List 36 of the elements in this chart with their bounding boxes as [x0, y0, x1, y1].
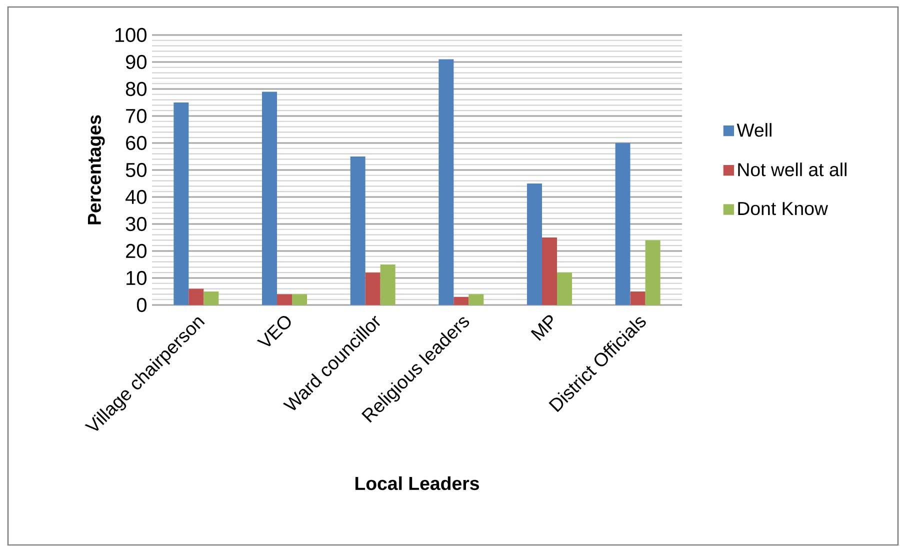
bar [188, 288, 204, 306]
x-tick-label: MP [530, 315, 553, 341]
y-axis-title: Percentages [88, 115, 105, 224]
bar [438, 59, 454, 306]
bar [645, 240, 660, 306]
legend-label: Not well at all [738, 162, 846, 176]
x-tick-label: VEO [256, 316, 291, 346]
y-tick-label: 90 [126, 55, 146, 70]
y-tick-label: 100 [115, 28, 146, 42]
bar [615, 143, 630, 306]
bar [350, 156, 366, 306]
bar [380, 264, 396, 306]
y-tick-label: 10 [126, 271, 146, 286]
bar [292, 294, 307, 306]
bar [454, 297, 469, 306]
bar [630, 292, 646, 306]
y-tick-label: 20 [126, 244, 146, 258]
bar [468, 294, 484, 306]
bar [557, 272, 572, 306]
x-axis-title: Local Leaders [355, 476, 479, 490]
bar [277, 294, 292, 306]
legend-label: Dont Know [738, 202, 828, 216]
legend-label: Well [736, 123, 772, 137]
bar [262, 92, 277, 306]
bar [365, 272, 380, 306]
bar [527, 184, 542, 306]
y-tick-label: 0 [136, 298, 146, 312]
y-tick-label: 60 [126, 136, 146, 150]
bar [174, 102, 189, 306]
y-tick-label: 30 [126, 217, 146, 232]
y-tick-label: 40 [126, 190, 146, 204]
y-tick-label: 80 [126, 82, 146, 96]
y-tick-label: 50 [126, 163, 146, 178]
bar [204, 292, 219, 306]
bar [542, 238, 557, 306]
y-tick-label: 70 [126, 109, 146, 124]
